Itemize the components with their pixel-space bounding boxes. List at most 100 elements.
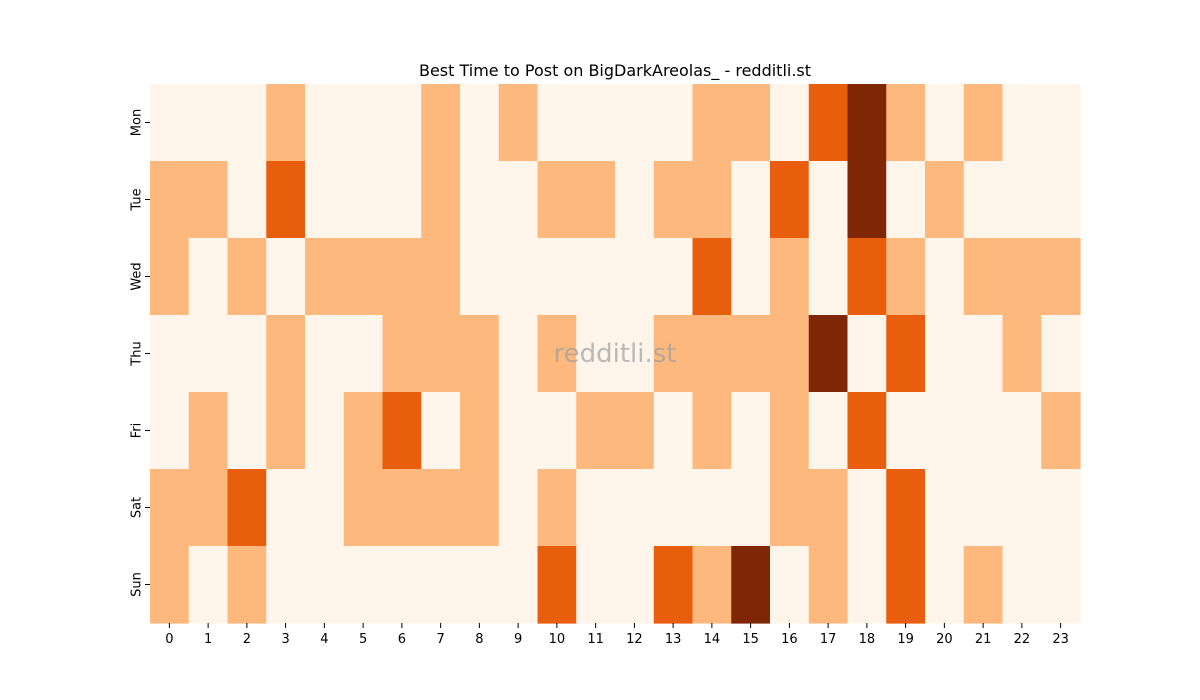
heatmap-cell <box>343 546 384 624</box>
heatmap-cell <box>460 315 500 393</box>
heatmap-cell <box>343 392 384 470</box>
heatmap-cell <box>731 238 771 316</box>
heatmap-cell <box>266 161 306 239</box>
heatmap-cell <box>188 546 229 624</box>
heatmap-cell <box>731 546 771 624</box>
heatmap-cell <box>770 238 810 316</box>
y-tick-label: Mon <box>130 109 145 136</box>
heatmap-cell <box>576 161 616 239</box>
x-tick-label: 2 <box>243 632 251 647</box>
heatmap-cell <box>692 469 732 547</box>
heatmap-cell <box>963 546 1004 624</box>
heatmap-cell <box>343 161 384 239</box>
watermark: redditli.st <box>554 339 677 369</box>
heatmap-cell <box>227 392 267 470</box>
heatmap-cell <box>692 84 732 162</box>
heatmap-cell <box>808 315 849 393</box>
heatmap-cell <box>227 469 267 547</box>
heatmap-cell <box>731 315 771 393</box>
heatmap-cell <box>460 238 500 316</box>
x-tick-label: 0 <box>165 632 173 647</box>
heatmap-cell <box>421 238 461 316</box>
heatmap-cell <box>731 161 771 239</box>
heatmap-cell <box>382 84 422 162</box>
heatmap-cell <box>653 546 694 624</box>
x-tick-label: 23 <box>1052 632 1069 647</box>
heatmap-cell <box>1041 161 1081 239</box>
x-tick-label: 1 <box>204 632 212 647</box>
heatmap-cell <box>305 238 345 316</box>
heatmap-cell <box>692 161 732 239</box>
heatmap-cell <box>343 315 384 393</box>
heatmap-cell <box>188 392 229 470</box>
y-tick-label: Wed <box>130 262 145 290</box>
heatmap-cell <box>266 84 306 162</box>
x-tick-label: 7 <box>436 632 444 647</box>
heatmap-cell <box>615 392 655 470</box>
heatmap-cell <box>460 469 500 547</box>
heatmap-cell <box>808 161 849 239</box>
heatmap-cell <box>1002 161 1042 239</box>
heatmap-cell <box>343 238 384 316</box>
heatmap-cell <box>537 84 577 162</box>
heatmap-cell <box>382 392 422 470</box>
heatmap-cell <box>770 392 810 470</box>
heatmap-cell <box>1002 546 1042 624</box>
heatmap-cell <box>498 161 539 239</box>
x-tick-label: 19 <box>897 632 914 647</box>
heatmap-cell <box>382 238 422 316</box>
heatmap-cell <box>498 315 539 393</box>
y-tick-label: Sun <box>130 572 145 597</box>
heatmap-cell <box>963 469 1004 547</box>
heatmap-cell <box>653 392 694 470</box>
heatmap-cell <box>576 469 616 547</box>
heatmap-cell <box>421 315 461 393</box>
heatmap-cell <box>1041 238 1081 316</box>
heatmap-cell <box>460 84 500 162</box>
heatmap-cell <box>188 469 229 547</box>
heatmap-cell <box>925 161 965 239</box>
heatmap-cell <box>266 392 306 470</box>
heatmap-cell <box>460 546 500 624</box>
heatmap-cell <box>1002 315 1042 393</box>
heatmap-cell <box>886 84 926 162</box>
heatmap-cell <box>188 315 229 393</box>
heatmap-cell <box>498 392 539 470</box>
x-tick-label: 12 <box>626 632 643 647</box>
heatmap-cell <box>770 546 810 624</box>
heatmap-cell <box>227 546 267 624</box>
x-tick-label: 10 <box>549 632 566 647</box>
heatmap-cell <box>1041 392 1081 470</box>
heatmap-cell <box>925 392 965 470</box>
x-tick-label: 20 <box>936 632 953 647</box>
heatmap-cell <box>770 315 810 393</box>
heatmap-cell <box>925 546 965 624</box>
heatmap-cell <box>305 84 345 162</box>
heatmap-cell <box>615 238 655 316</box>
x-tick-label: 18 <box>859 632 876 647</box>
heatmap-cell <box>498 546 539 624</box>
heatmap-cell <box>847 392 887 470</box>
heatmap-cell <box>615 315 655 393</box>
heatmap-cell <box>421 469 461 547</box>
heatmap-cell <box>770 161 810 239</box>
heatmap-cell <box>305 392 345 470</box>
heatmap-cell <box>847 238 887 316</box>
heatmap-cell <box>925 84 965 162</box>
heatmap-cell <box>576 315 616 393</box>
heatmap-cell <box>963 315 1004 393</box>
heatmap-cell <box>615 84 655 162</box>
heatmap-cell <box>770 84 810 162</box>
heatmap-cell <box>266 546 306 624</box>
heatmap-cell <box>925 469 965 547</box>
heatmap-cell <box>847 315 887 393</box>
heatmap-cell <box>615 469 655 547</box>
heatmap-cell <box>421 392 461 470</box>
heatmap-cell <box>305 315 345 393</box>
heatmap-cell <box>615 546 655 624</box>
heatmap-cell <box>150 469 190 547</box>
heatmap-cell <box>963 161 1004 239</box>
heatmap-cell <box>886 315 926 393</box>
heatmap-cell <box>692 546 732 624</box>
x-tick-label: 15 <box>742 632 759 647</box>
